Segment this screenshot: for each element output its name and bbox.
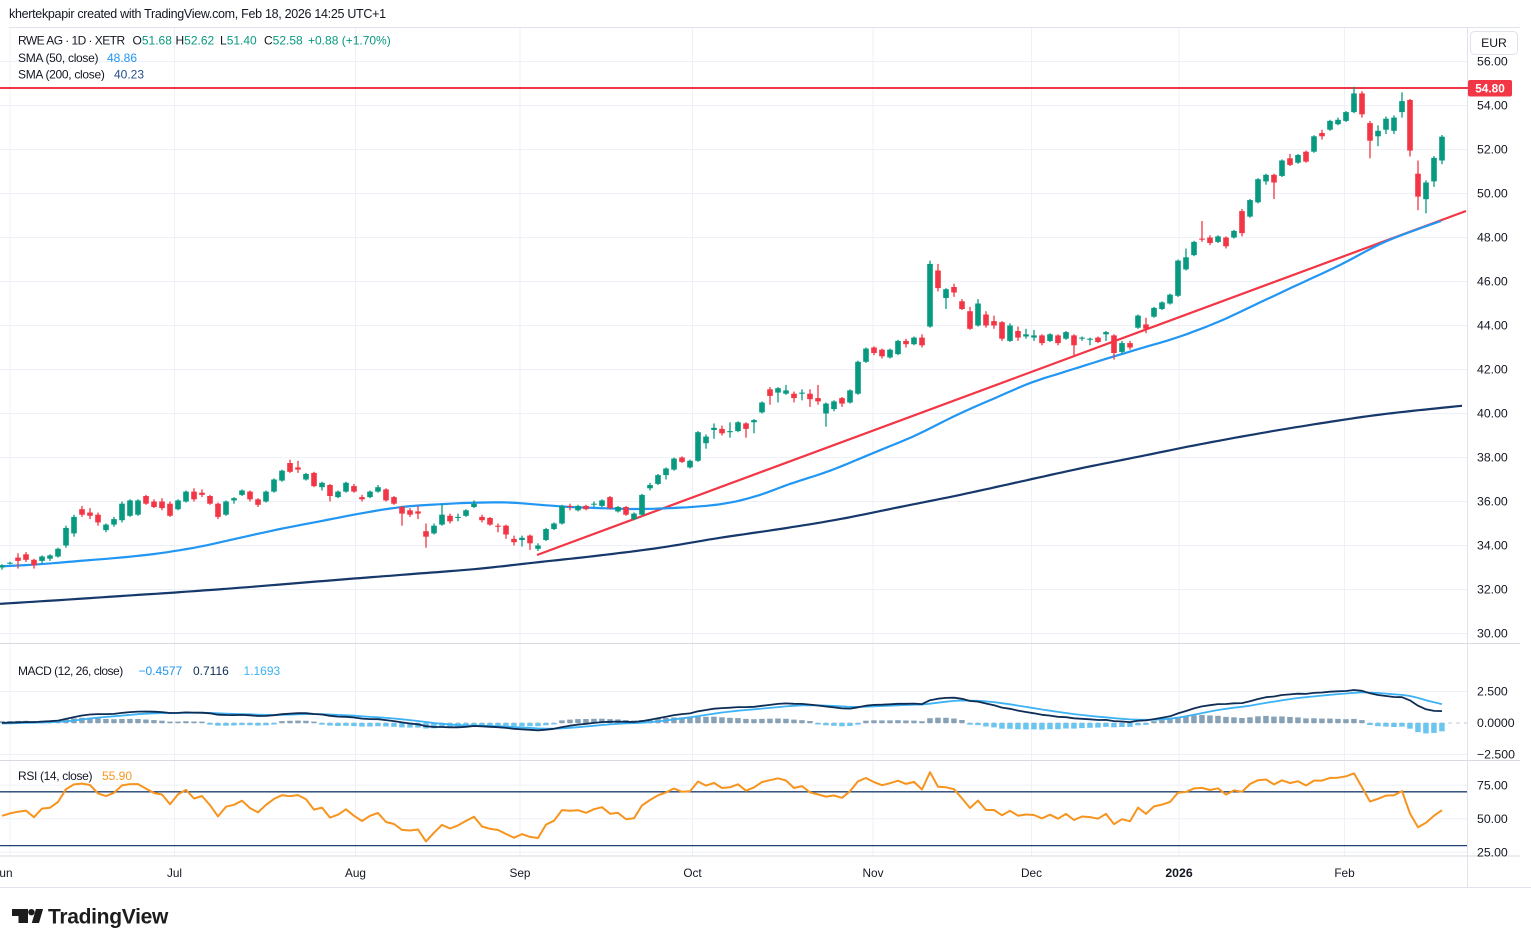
svg-text:Jun: Jun [0, 866, 13, 880]
svg-text:Oct: Oct [683, 866, 702, 880]
svg-text:L51.40: L51.40 [220, 34, 257, 48]
svg-text:1.1693: 1.1693 [244, 664, 281, 678]
svg-text:EUR: EUR [1481, 36, 1507, 50]
svg-text:Jul: Jul [167, 866, 182, 880]
svg-text:32.00: 32.00 [1477, 583, 1508, 597]
svg-text:0.0000: 0.0000 [1477, 716, 1515, 730]
svg-text:54.00: 54.00 [1477, 99, 1508, 113]
svg-text:54.80: 54.80 [1475, 82, 1505, 96]
svg-text:Dec: Dec [1021, 866, 1042, 880]
svg-text:khertekpapir created with Trad: khertekpapir created with TradingView.co… [9, 7, 386, 21]
svg-text:46.00: 46.00 [1477, 275, 1508, 289]
svg-text:36.00: 36.00 [1477, 495, 1508, 509]
svg-text:SMA (50, close): SMA (50, close) [18, 51, 99, 65]
svg-text:−0.4577: −0.4577 [139, 664, 183, 678]
svg-text:RSI (14, close): RSI (14, close) [18, 769, 92, 783]
svg-text:2.500: 2.500 [1477, 685, 1508, 699]
svg-text:Sep: Sep [510, 866, 531, 880]
svg-text:+0.88 (+1.70%): +0.88 (+1.70%) [308, 34, 391, 48]
svg-text:40.23: 40.23 [114, 68, 144, 82]
svg-text:H52.62: H52.62 [176, 34, 215, 48]
svg-text:Aug: Aug [345, 866, 366, 880]
svg-text:48.00: 48.00 [1477, 231, 1508, 245]
svg-text:Feb: Feb [1334, 866, 1355, 880]
svg-text:52.00: 52.00 [1477, 143, 1508, 157]
svg-text:25.00: 25.00 [1477, 846, 1508, 860]
svg-text:RWE AG · 1D · XETR: RWE AG · 1D · XETR [18, 34, 125, 48]
svg-text:Nov: Nov [863, 866, 884, 880]
svg-text:SMA (200, close): SMA (200, close) [18, 68, 105, 82]
svg-text:C52.58: C52.58 [264, 34, 303, 48]
svg-text:44.00: 44.00 [1477, 319, 1508, 333]
svg-text:MACD (12, 26, close): MACD (12, 26, close) [18, 664, 123, 678]
svg-text:2026: 2026 [1165, 866, 1193, 880]
svg-text:56.00: 56.00 [1477, 55, 1508, 69]
svg-text:O51.68: O51.68 [133, 34, 173, 48]
svg-text:48.86: 48.86 [107, 51, 137, 65]
svg-text:30.00: 30.00 [1477, 627, 1508, 641]
svg-text:38.00: 38.00 [1477, 451, 1508, 465]
svg-text:50.00: 50.00 [1477, 812, 1508, 826]
svg-text:55.90: 55.90 [102, 769, 132, 783]
svg-text:75.00: 75.00 [1477, 778, 1508, 792]
svg-text:40.00: 40.00 [1477, 407, 1508, 421]
svg-text:50.00: 50.00 [1477, 187, 1508, 201]
svg-text:0.7116: 0.7116 [193, 664, 229, 678]
svg-text:34.00: 34.00 [1477, 539, 1508, 553]
svg-text:42.00: 42.00 [1477, 363, 1508, 377]
svg-text:−2.500: −2.500 [1477, 748, 1515, 762]
svg-text:TradingView: TradingView [48, 906, 169, 929]
